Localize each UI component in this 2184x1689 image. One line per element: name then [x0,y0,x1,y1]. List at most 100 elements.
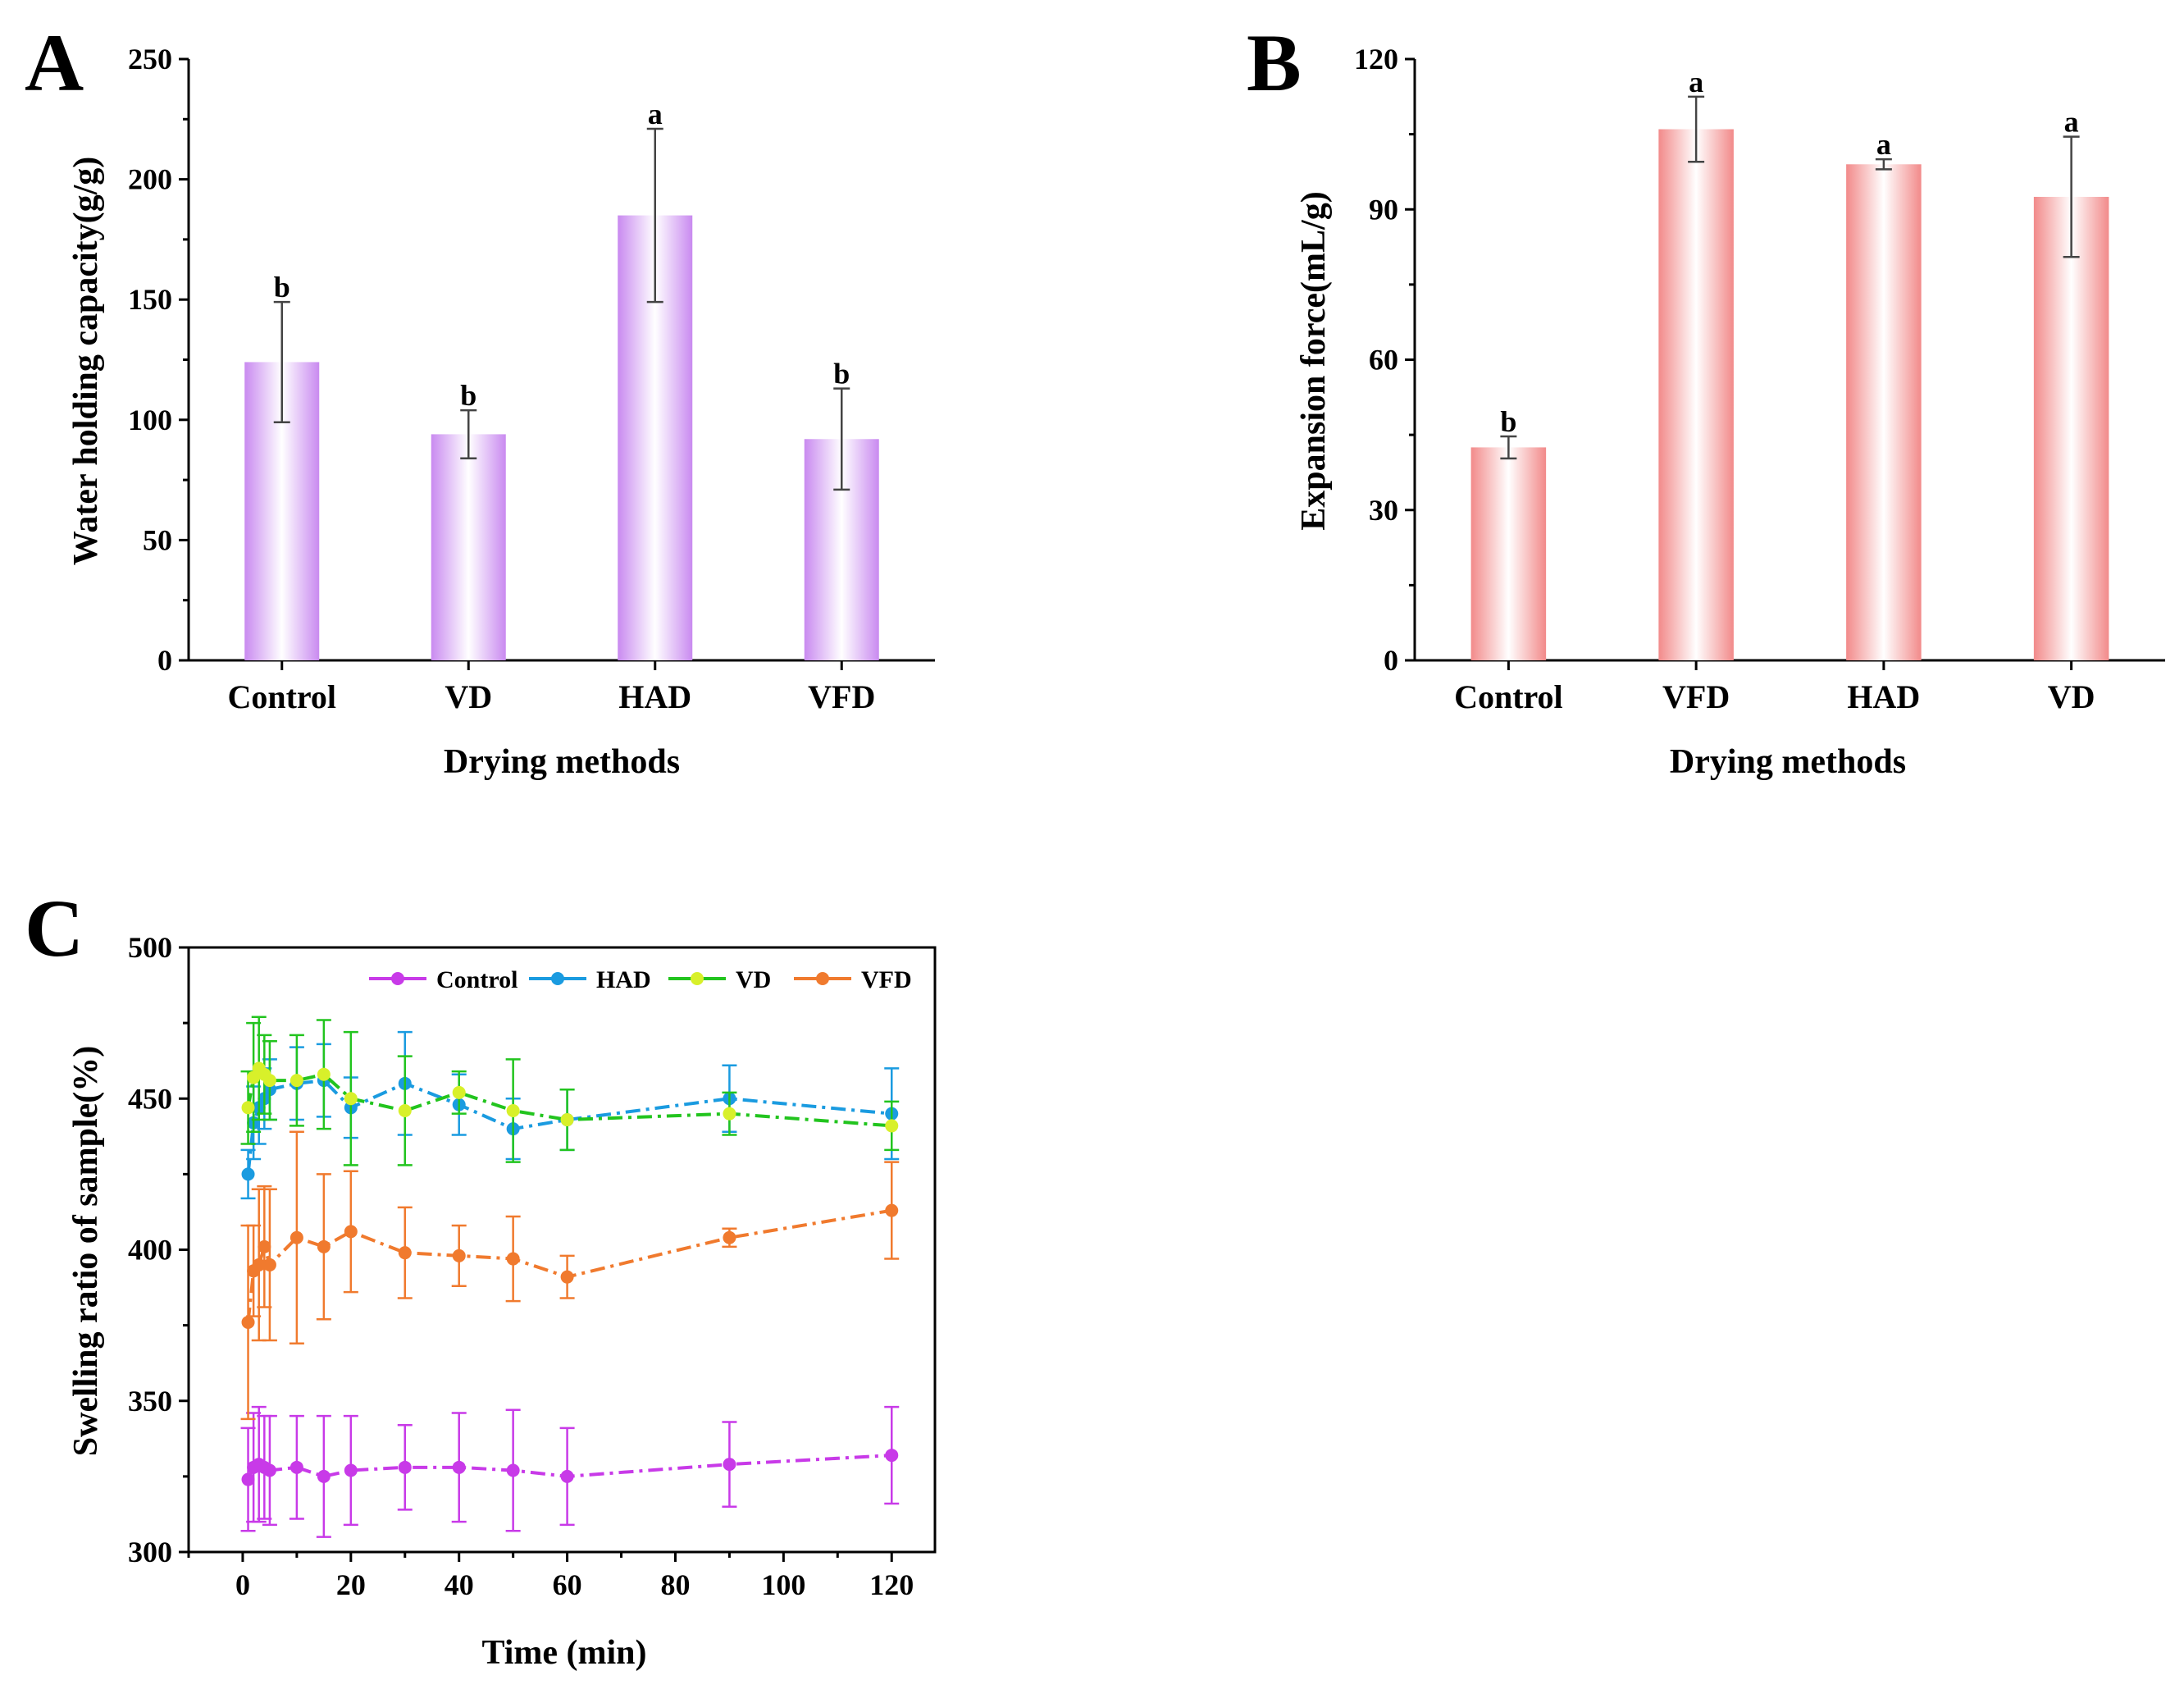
panel-c-data-point [317,1239,331,1253]
panel-c-ylabel: Swelling ratio of sample(%) [67,1046,105,1456]
panel-a-significance-label: a [648,98,663,130]
panel-c-legend-marker [551,972,564,985]
panel-c-series-line [246,1454,892,1481]
panel-b-category-label: VFD [1662,678,1730,715]
panel-b-bar-chart: 0 30 60 90 120 Control b VFD a HAD a VD a [1354,43,2165,715]
panel-b-significance-label: b [1500,405,1516,438]
panel-letter-b: B [1247,17,1302,108]
panel-b-bar [1470,447,1547,660]
panel-c-data-point [560,1113,574,1127]
panel-c-xtick-label: 80 [660,1568,690,1601]
panel-b-ylabel: Expansion force(mL/g) [1295,191,1333,530]
panel-b-xlabel: Drying methods [1670,743,1906,781]
panel-c-data-point [241,1167,255,1181]
panel-c-data-point [262,1258,276,1271]
panel-c-ytick-label: 300 [128,1536,172,1568]
panel-c-data-point [885,1203,899,1217]
panel-c-series-vd [240,1016,900,1166]
panel-a-significance-label: b [833,358,850,390]
panel-c-data-point [344,1225,358,1239]
panel-c-series-control [240,1405,900,1538]
panel-c-data-point [344,1092,358,1106]
panel-c-legend-label: VFD [861,966,912,993]
panel-c-xtick-label: 120 [869,1568,914,1601]
panel-c-xtick-label: 0 [235,1568,250,1601]
panel-c-data-point [317,1469,331,1483]
panel-b-ytick-label: 60 [1369,344,1398,377]
panel-c-data-point [262,1074,276,1088]
panel-c-data-point [506,1252,520,1266]
panel-b-category-label: Control [1454,678,1563,715]
panel-a-bar [431,434,506,660]
panel-c-xtick-label: 20 [336,1568,366,1601]
panel-c-data-point [452,1460,466,1474]
panel-a-ytick-label: 50 [143,523,172,556]
panel-b-category-label: HAD [1847,678,1920,715]
panel-a-significance-label: b [460,379,476,412]
panel-b-ytick-label: 90 [1369,193,1398,226]
panel-c-plot-frame [187,946,937,1554]
panel-b-significance-label: a [1876,128,1891,161]
panel-c-ytick-label: 450 [128,1082,172,1115]
panel-c-data-point [560,1469,574,1483]
panel-c-ytick-label: 350 [128,1385,172,1417]
panel-c-legend-marker [816,972,829,985]
panel-a-ytick-label: 200 [128,163,172,196]
panel-c-data-point [290,1460,303,1474]
panel-a-category-label: VD [445,678,492,715]
panel-c-data-point [723,1458,736,1472]
panel-c-data-point [398,1246,412,1260]
panel-c-data-point [290,1074,303,1088]
panel-a-category-label: HAD [618,678,691,715]
panel-c-ytick-label: 500 [128,931,172,964]
panel-c-data-point [241,1101,255,1115]
panel-b-bar [1846,164,1922,660]
panel-b-significance-label: a [2064,106,2079,139]
panel-c-legend-marker [391,972,404,985]
panel-c-data-point [885,1449,899,1463]
panel-b-ytick-label: 0 [1384,644,1398,677]
panel-a-bar-chart: 0 50 100 150 200 250 Control b VD b HAD a VFD b [128,43,935,715]
panel-b-bar [1658,129,1734,660]
panel-c-data-point [560,1270,574,1284]
panel-c-data-point [317,1067,331,1081]
panel-a-xlabel: Drying methods [444,743,680,781]
panel-c-data-point [258,1239,271,1253]
panel-a-ytick-label: 0 [157,644,172,677]
panel-c-data-point [290,1230,303,1244]
panel-c-data-point [723,1107,736,1121]
panel-a-ytick-label: 100 [128,404,172,436]
panel-c-data-point [885,1119,899,1133]
panel-c-data-point [452,1248,466,1262]
panel-b-ytick-label: 30 [1369,494,1398,527]
panel-a-significance-label: b [274,271,290,304]
panel-c-series-line [246,1208,892,1323]
panel-c-ytick-label: 400 [128,1234,172,1267]
panel-letter-c: C [25,883,84,974]
panel-c-legend-label: VD [736,966,771,993]
panel-c-xtick-label: 60 [553,1568,582,1601]
panel-b-category-label: VD [2048,678,2095,715]
panel-c-data-point [262,1463,276,1477]
panel-a-ylabel: Water holding capacity(g/g) [67,157,105,566]
panel-c-data-point [398,1460,412,1474]
panel-c-data-point [241,1315,255,1329]
panel-b-ytick-label: 120 [1354,43,1398,75]
panel-c-legend-label: Control [436,966,518,993]
panel-c-series-vfd [240,1130,900,1421]
panel-a-category-label: Control [227,678,336,715]
panel-c-line-chart: 300 350 400 450 500 0 20 40 60 80 100 120 Control HAD… [128,931,937,1601]
panel-c-legend: Control HAD VD VFD [369,966,912,993]
panel-c-xtick-label: 100 [761,1568,805,1601]
panel-a-ytick-label: 150 [128,283,172,316]
panel-c-xlabel: Time (min) [481,1634,646,1672]
panel-c-legend-label: HAD [596,966,651,993]
panel-b-significance-label: a [1689,66,1703,98]
panel-c-data-point [452,1085,466,1099]
panel-a-category-label: VFD [808,678,875,715]
panel-c-data-point [252,1258,266,1271]
panel-c-xtick-label: 40 [445,1568,474,1601]
panel-c-legend-marker [691,972,704,985]
panel-c-data-point [241,1472,255,1486]
